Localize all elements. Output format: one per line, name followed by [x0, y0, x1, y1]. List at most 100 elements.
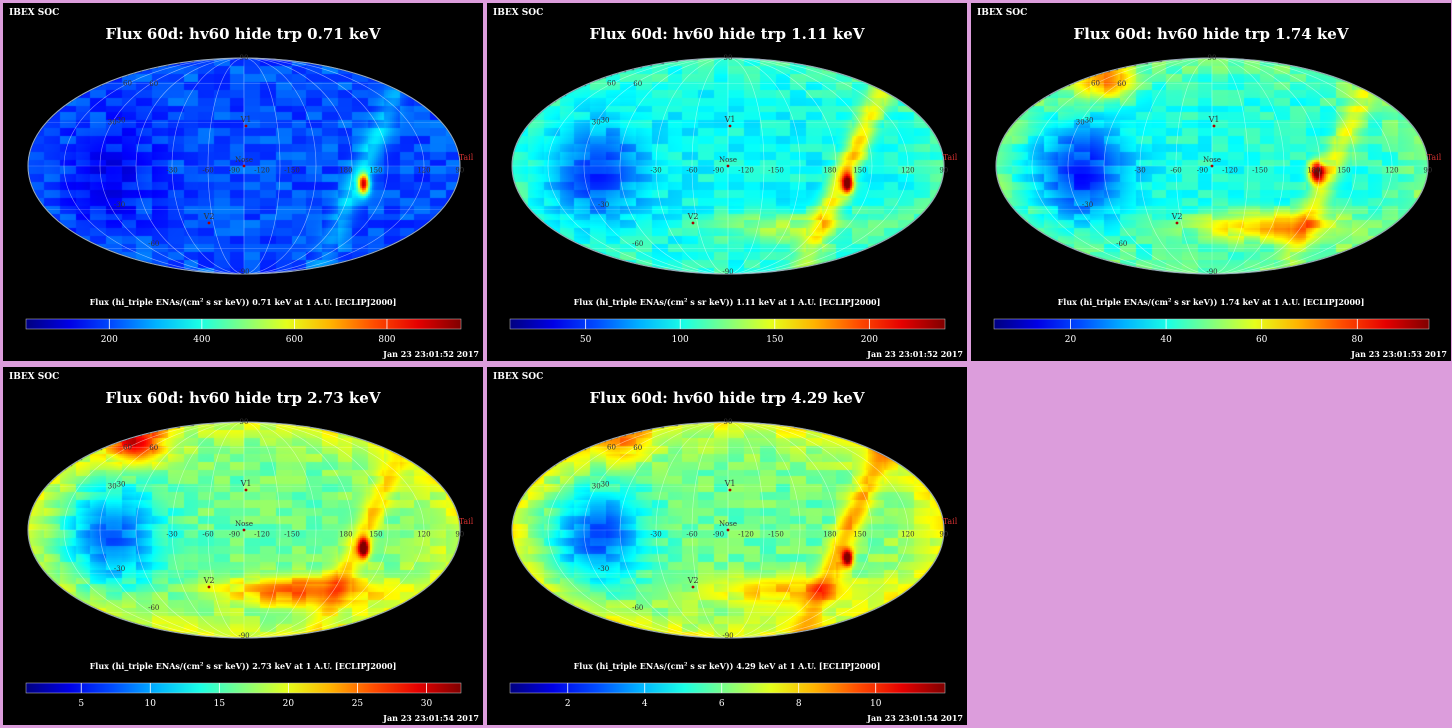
colorbar-tick-label: 60 — [1255, 335, 1268, 345]
flux-map-panel: 60 30 -30 -60 -90 -120 -150 180 150 120 90 -30 -60 30… — [487, 3, 967, 361]
map-title: Flux 60d: hv60 hide trp 4.29 keV — [589, 389, 865, 407]
tail-marker-label: Tail — [943, 517, 958, 526]
longitude-label: -90 — [229, 530, 240, 538]
longitude-label: -120 — [738, 530, 754, 538]
longitude-label: 30 — [108, 118, 117, 126]
latitude-label: 90 — [240, 54, 249, 62]
colorbar-tick-label: 4 — [641, 699, 648, 709]
map-overlay: 60 30 -30 -60 -90 -120 -150 180 150 120 90 -30 -60 30… — [993, 54, 1442, 330]
colorbar — [993, 318, 1430, 330]
latitude-label: 30 — [601, 480, 610, 488]
longitude-label: -30 — [650, 166, 661, 174]
nose-marker-label: Nose — [1203, 156, 1221, 164]
colorbar-tick-label: 10 — [144, 699, 156, 709]
longitude-label: 180 — [1307, 166, 1320, 174]
latitude-label: 60 — [149, 444, 158, 452]
latitude-label: -90 — [722, 268, 733, 276]
longitude-label: -120 — [1222, 166, 1238, 174]
colorbar-label: Flux (hi_triple ENAs/(cm2 s sr keV)) 1.1… — [573, 297, 881, 307]
latitude-label: 60 — [633, 80, 642, 88]
map-title: Flux 60d: hv60 hide trp 0.71 keV — [105, 25, 381, 43]
colorbar-tick-label: 200 — [100, 335, 118, 345]
colorbar-tick-label: 800 — [378, 335, 396, 345]
longitude-label: 90 — [939, 530, 948, 538]
longitude-label: 90 — [455, 530, 464, 538]
longitude-label: -150 — [1252, 166, 1268, 174]
colorbar-tick-label: 2 — [564, 699, 571, 709]
map-outline — [995, 57, 1429, 275]
longitude-label: -90 — [229, 166, 240, 174]
longitude-label: 150 — [853, 166, 866, 174]
marker-dot — [691, 585, 695, 589]
marker-dot — [242, 528, 246, 532]
v2-marker-label: V2 — [687, 576, 699, 585]
longitude-label: -90 — [713, 166, 724, 174]
longitude-label: 60 — [123, 444, 132, 452]
latitude-label: -60 — [148, 604, 159, 612]
map-outline — [511, 421, 945, 639]
flux-map-panel: 60 30 -30 -60 -90 -120 -150 180 150 120 90 -30 -60 30… — [3, 367, 483, 725]
marker-dot — [207, 221, 211, 225]
map-outline — [511, 57, 945, 275]
longitude-label: -90 — [1197, 166, 1208, 174]
v1-marker-label: V1 — [1208, 115, 1220, 124]
sky-map-heatmap — [3, 367, 483, 725]
colorbar-tick-label: 10 — [869, 699, 882, 709]
ibex-soc-label: IBEX SOC — [493, 372, 544, 382]
longitude-label: 120 — [417, 166, 430, 174]
latitude-label: 90 — [724, 54, 733, 62]
marker-dot — [244, 488, 248, 492]
colorbar-tick-label: 150 — [766, 335, 784, 345]
longitude-label: -150 — [768, 530, 784, 538]
tail-marker-label: Tail — [459, 517, 474, 526]
longitude-label: -120 — [254, 166, 270, 174]
longitude-label: 30 — [108, 482, 117, 490]
latitude-label: -90 — [238, 268, 249, 276]
latitude-label: 60 — [633, 444, 642, 452]
longitude-label: 90 — [939, 166, 948, 174]
v2-marker-label: V2 — [687, 212, 699, 221]
latitude-label: -60 — [632, 240, 643, 248]
longitude-label: 30 — [592, 118, 601, 126]
longitude-label: 90 — [455, 166, 464, 174]
v2-marker-label: V2 — [1171, 212, 1183, 221]
latitude-label: -90 — [238, 632, 249, 640]
flux-map-panel: 60 30 -30 -60 -90 -120 -150 180 150 120 90 -30 -60 30… — [971, 3, 1451, 361]
nose-marker-label: Nose — [235, 156, 253, 164]
longitude-label: 120 — [417, 530, 430, 538]
latitude-label: -30 — [114, 565, 125, 573]
longitude-label: 150 — [369, 166, 382, 174]
longitude-label: -60 — [202, 166, 213, 174]
marker-dot — [1212, 124, 1216, 128]
latitude-label: -90 — [1206, 268, 1217, 276]
flux-map-panel: 60 30 -30 -60 -90 -120 -150 180 150 120 90 -30 -60 30… — [3, 3, 483, 361]
latitude-label: 60 — [149, 80, 158, 88]
longitude-label: 60 — [607, 444, 616, 452]
latitude-label: 60 — [1117, 80, 1126, 88]
colorbar-tick-label: 40 — [1160, 335, 1172, 345]
map-title: Flux 60d: hv60 hide trp 1.74 keV — [1073, 25, 1349, 43]
v2-marker-label: V2 — [203, 576, 215, 585]
v2-marker-label: V2 — [203, 212, 215, 221]
timestamp: Jan 23 23:01:52 2017 — [383, 349, 479, 359]
marker-dot — [691, 221, 695, 225]
marker-dot — [728, 488, 732, 492]
colorbar-label: Flux (hi_triple ENAs/(cm2 s sr keV)) 2.7… — [89, 661, 397, 671]
colorbar — [509, 682, 946, 694]
colorbar-label: Flux (hi_triple ENAs/(cm2 s sr keV)) 1.7… — [1057, 297, 1365, 307]
longitude-label: -90 — [713, 530, 724, 538]
longitude-label: 120 — [901, 166, 914, 174]
longitude-label: -150 — [284, 166, 300, 174]
longitude-label: -60 — [686, 166, 697, 174]
map-title: Flux 60d: hv60 hide trp 2.73 keV — [105, 389, 381, 407]
colorbar-label: Flux (hi_triple ENAs/(cm2 s sr keV)) 0.7… — [89, 297, 397, 307]
colorbar — [25, 318, 462, 330]
longitude-label: 150 — [853, 530, 866, 538]
colorbar-tick-label: 200 — [860, 335, 878, 345]
longitude-label: -150 — [284, 530, 300, 538]
marker-dot — [726, 164, 730, 168]
colorbar-label: Flux (hi_triple ENAs/(cm2 s sr keV)) 4.2… — [573, 661, 881, 671]
longitude-label: 180 — [823, 166, 836, 174]
colorbar-tick-label: 50 — [579, 335, 592, 345]
latitude-label: -90 — [722, 632, 733, 640]
